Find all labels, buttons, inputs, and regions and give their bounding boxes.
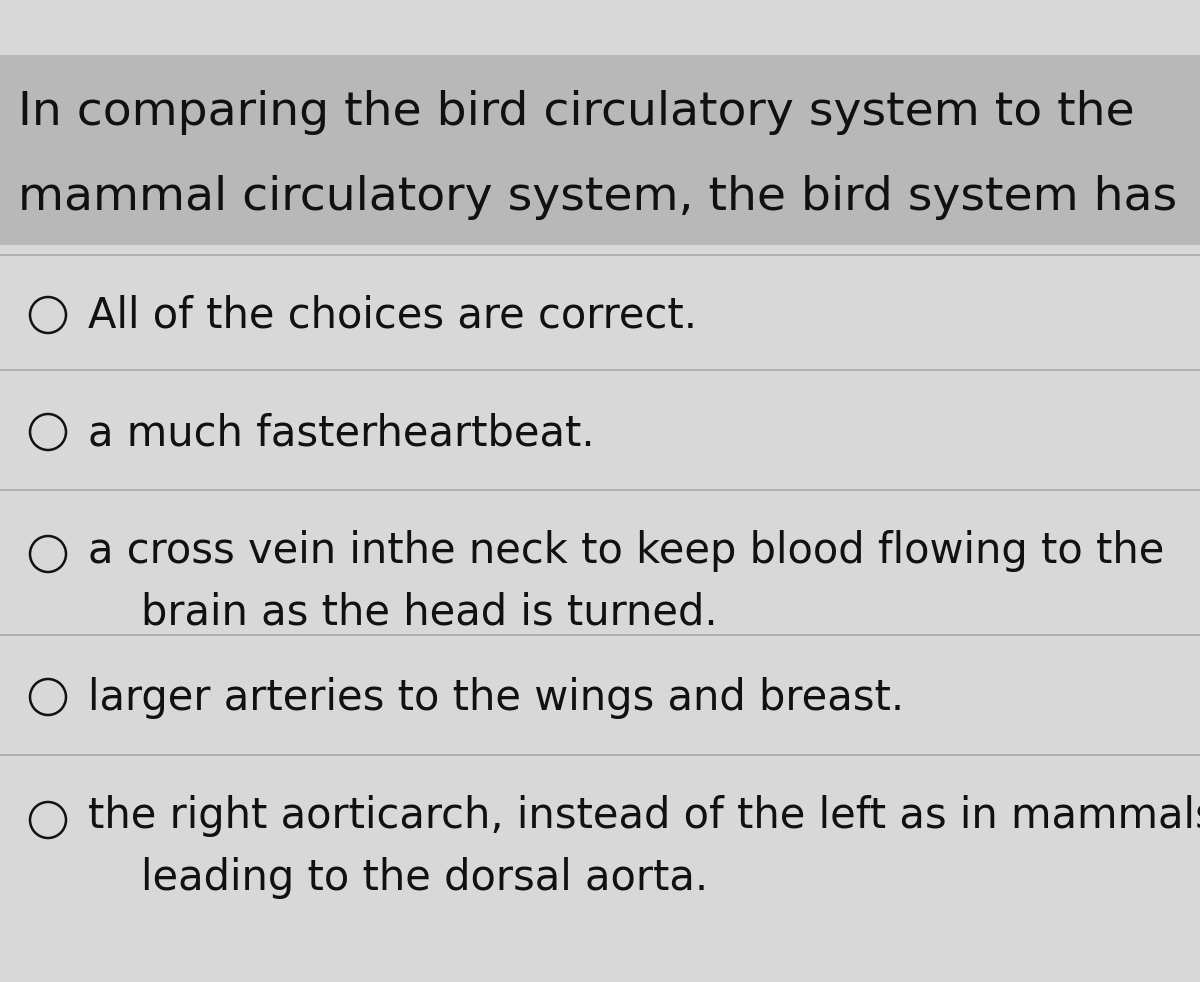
Text: larger arteries to the wings and breast.: larger arteries to the wings and breast. [88,677,904,719]
Bar [0,55,1200,245]
Text: In comparing the bird circulatory system to the: In comparing the bird circulatory system… [18,90,1135,135]
Text: a much fasterheartbeat.: a much fasterheartbeat. [88,412,595,454]
Text: a cross vein inthe neck to keep blood flowing to the
    brain as the head is tu: a cross vein inthe neck to keep blood fl… [88,530,1164,633]
Text: mammal circulatory system, the bird system has: mammal circulatory system, the bird syst… [18,175,1177,220]
Text: the right aorticarch, instead of the left as in mammals,
    leading to the dors: the right aorticarch, instead of the lef… [88,795,1200,899]
Text: All of the choices are correct.: All of the choices are correct. [88,295,697,337]
